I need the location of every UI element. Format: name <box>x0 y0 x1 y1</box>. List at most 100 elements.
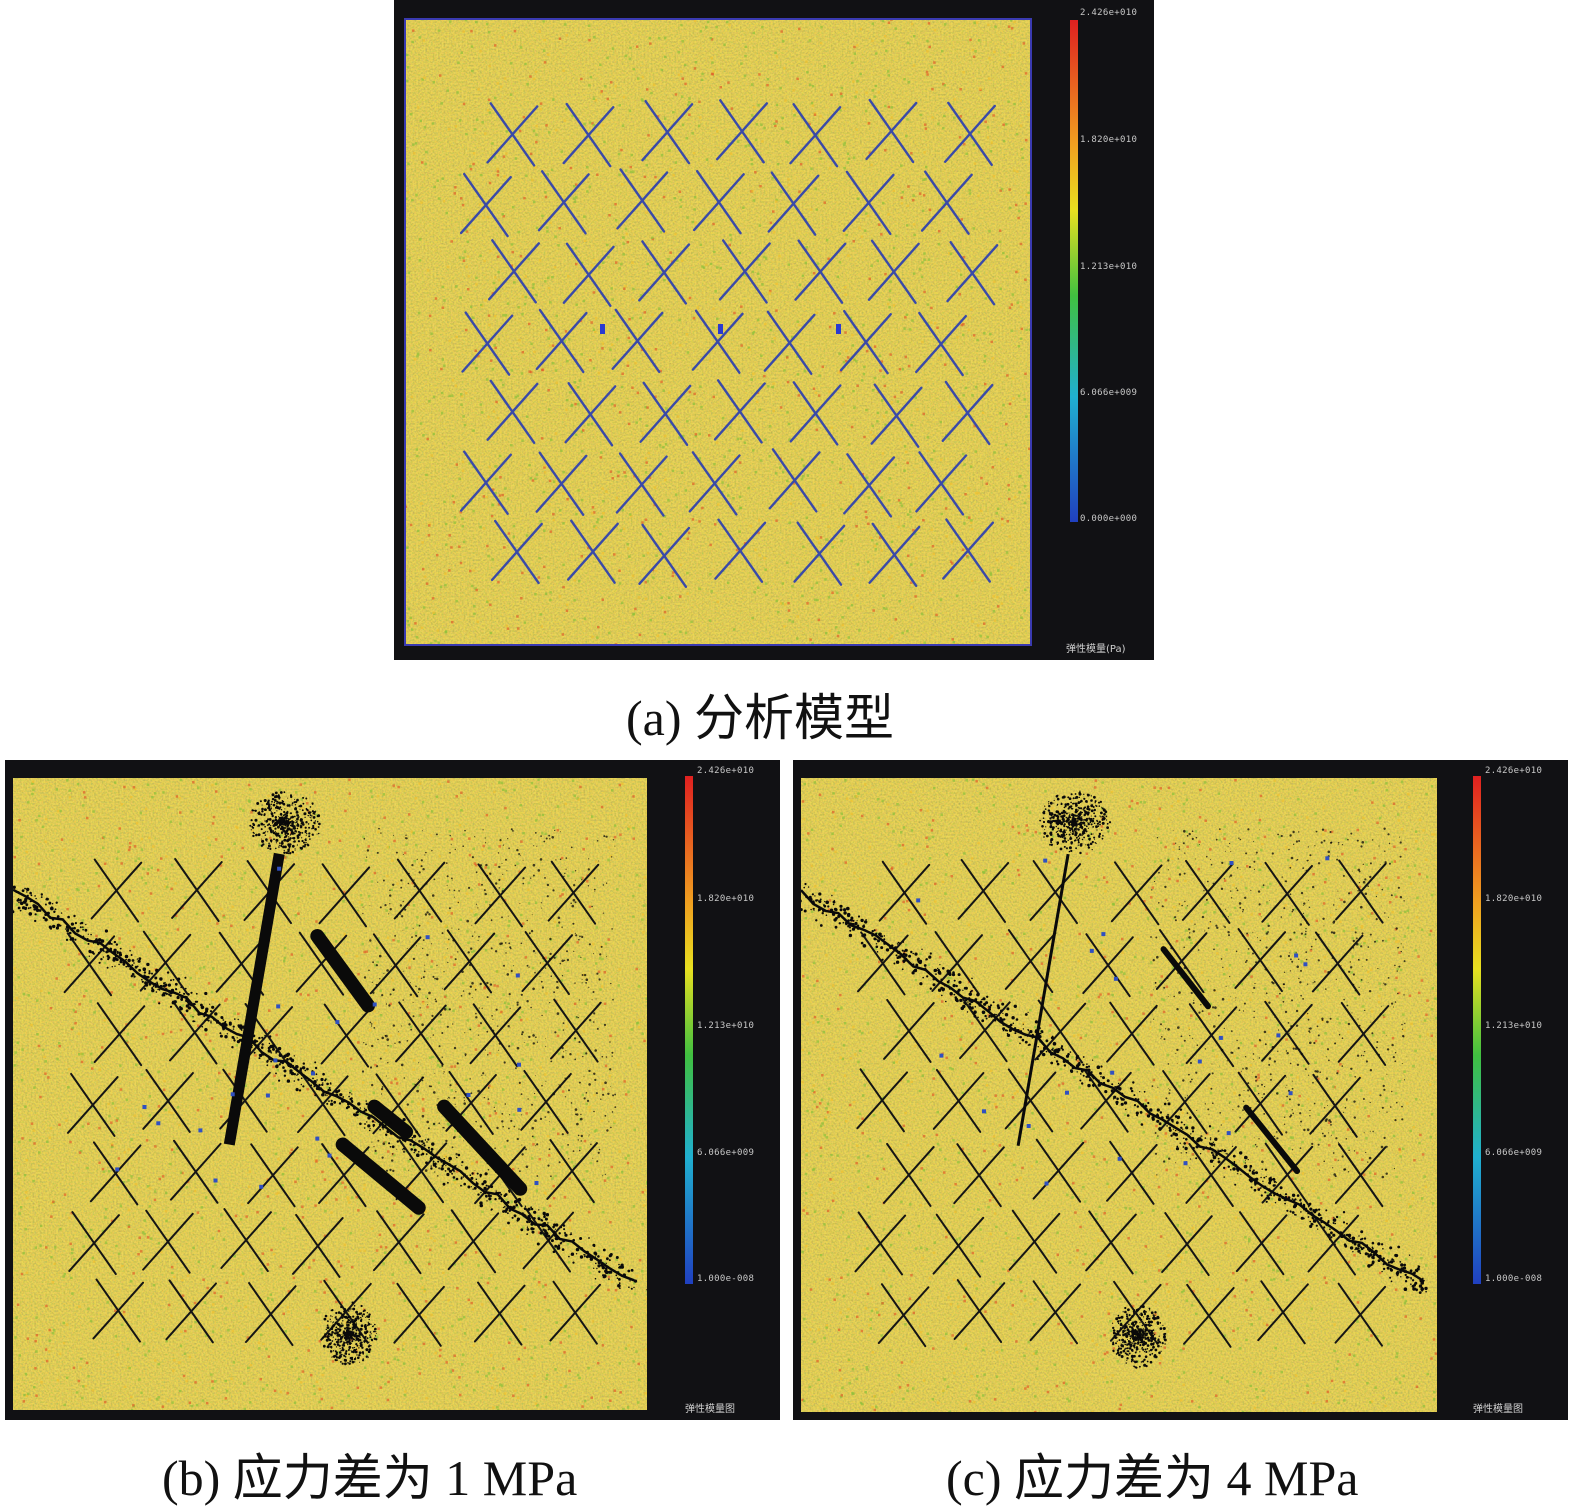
fracture-segment <box>865 101 918 161</box>
fracture-segment <box>241 1006 294 1064</box>
fracture-segment <box>1183 1286 1235 1345</box>
field-b <box>13 778 647 1410</box>
fracture-segment <box>691 312 744 371</box>
natural-fracture-set <box>63 858 602 1347</box>
colorbar-tick: 1.213e+010 <box>697 1021 755 1031</box>
fracture-segment <box>1106 1143 1158 1202</box>
hydraulic-fracture-damage <box>801 790 1428 1369</box>
fracture-segment <box>1032 1141 1085 1200</box>
fracture-segment <box>459 175 512 235</box>
fracture-segment <box>1155 932 1208 990</box>
fracture-segment <box>459 453 512 512</box>
fracture-segment <box>878 863 931 922</box>
fracture-segment <box>915 314 968 374</box>
fracture-segment <box>220 1211 272 1270</box>
fracture-segment <box>1235 1214 1288 1273</box>
fracture-segment <box>942 521 995 580</box>
natural-fracture-set <box>854 858 1390 1348</box>
fracture-segment <box>718 242 771 301</box>
fracture-segment <box>63 935 116 994</box>
field-a <box>404 18 1032 646</box>
fracture-segment <box>1080 1071 1132 1130</box>
colorbar-tick: 1.820e+010 <box>1080 135 1138 145</box>
caption-c: (c) 应力差为 4 MPa <box>946 1450 1359 1506</box>
fracture-segment <box>473 1284 526 1343</box>
colorbar-tick: 6.066e+009 <box>1485 1148 1543 1158</box>
fracture-segment <box>1234 931 1287 989</box>
fracture-segment <box>868 525 921 584</box>
fracture-segment <box>714 521 767 580</box>
fracture-segment <box>488 242 541 301</box>
fracture-segment <box>638 243 691 302</box>
fracture-segment <box>1234 1074 1287 1133</box>
fracture-segment <box>566 522 619 581</box>
fracture-segment <box>547 863 600 922</box>
colorbar-tick: 1.000e-008 <box>1485 1274 1543 1284</box>
injection-well-marker <box>600 324 605 334</box>
fracture-segment <box>713 382 766 441</box>
fracture-segment <box>638 526 691 585</box>
fracture-segment <box>165 1282 217 1341</box>
fracture-segment <box>953 1146 1005 1205</box>
fracture-segment <box>946 244 999 303</box>
fracture-segment <box>372 1213 425 1272</box>
damage-lens <box>437 1099 528 1196</box>
fracture-segment <box>1029 1283 1082 1342</box>
fracture-segment <box>393 861 446 920</box>
fracture-segment <box>1004 932 1057 990</box>
injection-well-marker <box>718 324 723 334</box>
damage-lens <box>367 1099 414 1139</box>
caption-a: (a) 分析模型 <box>626 690 894 746</box>
fracture-segment <box>794 242 847 301</box>
fracture-segment <box>295 934 348 993</box>
fracture-segment <box>641 103 694 162</box>
fracture-segment <box>616 171 669 230</box>
fracture-segment <box>1185 1146 1237 1204</box>
fracture-segment <box>932 1216 985 1275</box>
fracture-segment <box>562 106 615 165</box>
natural-fracture-set <box>459 98 999 589</box>
fracture-segment <box>789 384 842 443</box>
colorbar-tick: 6.066e+009 <box>697 1148 755 1158</box>
fracture-segment <box>953 1282 1006 1340</box>
colorbar-unit-label: 弹性模量图 <box>1473 1404 1523 1415</box>
fracture-segment <box>857 934 909 993</box>
fracture-segment <box>882 1146 935 1204</box>
caption-b: (b) 应力差为 1 MPa <box>162 1450 578 1506</box>
fracture-segment <box>842 173 895 232</box>
fracture-segment <box>943 104 996 163</box>
fracture-segment <box>1261 1145 1314 1204</box>
fracture-segment <box>535 454 588 513</box>
fracture-segment <box>90 861 143 920</box>
fracture-segment <box>692 173 745 232</box>
fracture-segment <box>932 1072 985 1130</box>
fracture-segment <box>535 311 588 371</box>
fracture-segment <box>215 934 268 993</box>
colorbar-c <box>1473 776 1481 1284</box>
fracture-segment <box>1257 1283 1309 1342</box>
fracture-segment <box>469 1006 522 1065</box>
colorbar-tick: 6.066e+009 <box>1080 388 1138 398</box>
elastic-modulus-map-b <box>13 778 647 1410</box>
fracture-segment <box>789 106 842 165</box>
fracture-segment <box>486 382 539 441</box>
hydraulic-fracture-damage <box>13 791 647 1366</box>
fracture-segment <box>957 861 1010 920</box>
fracture-segment <box>1334 1285 1387 1344</box>
panel-a: 2.426e+010 1.820e+010 1.213e+010 6.066e+… <box>394 0 1154 660</box>
damage-lens <box>335 1137 426 1215</box>
fracture-segment <box>1034 1002 1087 1061</box>
fracture-segment <box>1309 1076 1361 1135</box>
field-c <box>801 778 1437 1412</box>
fracture-segment <box>369 936 422 995</box>
fracture-segment <box>1337 1005 1390 1063</box>
fracture-segment <box>320 1006 373 1065</box>
fracture-segment <box>564 385 617 444</box>
fracture-segment <box>854 1214 907 1273</box>
panel-c: 2.426e+010 1.820e+010 1.213e+010 6.066e+… <box>793 760 1568 1420</box>
colorbar-tick: 2.426e+010 <box>1485 766 1543 776</box>
fracture-segment <box>915 454 968 513</box>
fracture-segment <box>142 1212 194 1271</box>
colorbar-a <box>1070 20 1078 522</box>
fracture-segment <box>447 1212 500 1271</box>
